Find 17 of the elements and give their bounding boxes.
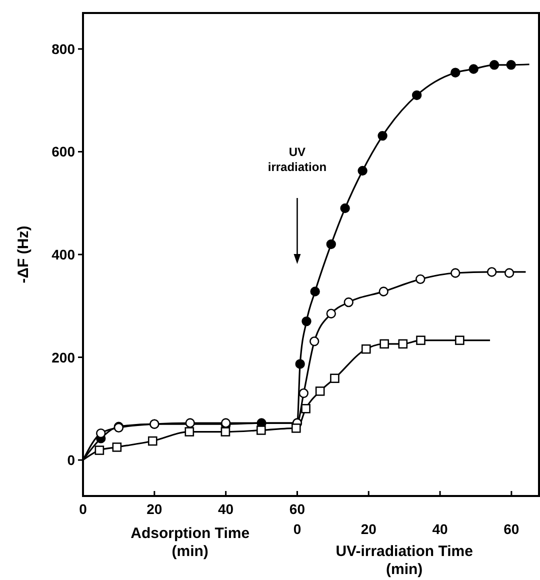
y-tick-label: 400 xyxy=(52,246,76,262)
y-tick-label: 0 xyxy=(67,452,76,468)
y-tick-label: 800 xyxy=(52,40,76,57)
x2-tick-label: 60 xyxy=(504,521,520,537)
x2-tick-label: 0 xyxy=(293,521,302,537)
y-tick-label: 200 xyxy=(52,349,76,366)
y-tick-label: 600 xyxy=(52,144,76,160)
x-tick-label: 60 xyxy=(289,501,306,517)
x2-axis-title: UV-irradiation Time (min) xyxy=(336,543,473,578)
annotation: UV irradiation xyxy=(268,145,327,174)
x2-tick-label: 20 xyxy=(360,521,377,537)
x-tick-label: 20 xyxy=(146,501,162,517)
x-axis-title: Adsorption Time (min) xyxy=(130,525,250,560)
y-axis-title: -ΔF (Hz) xyxy=(15,226,32,284)
x2-tick-label: 40 xyxy=(432,521,448,537)
x-tick-label: 40 xyxy=(218,501,234,517)
x-tick-label: 0 xyxy=(79,501,88,517)
